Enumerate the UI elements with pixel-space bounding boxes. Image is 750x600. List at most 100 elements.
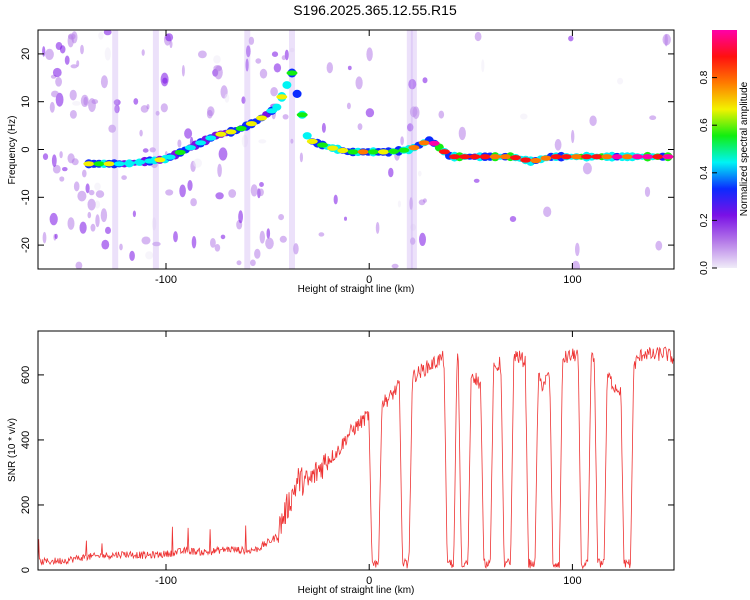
snr-y-label: SNR (10 * v/v) (7, 418, 18, 482)
spectrogram-ridge-core (235, 125, 247, 132)
spectrogram-speckle (344, 216, 347, 221)
spectrogram-speckle (55, 42, 63, 50)
spectrogram-speckle (100, 75, 108, 89)
spectrogram-speckle (388, 167, 394, 178)
spectrogram-speckle (259, 230, 265, 244)
spectrogram-speckle (146, 104, 150, 110)
spectrogram-speckle (73, 181, 80, 192)
spectrogram-ridge-core (418, 140, 430, 146)
spectrogram-ridge-halo (282, 81, 292, 89)
spectrogram-ridge-core (510, 155, 521, 161)
spectrogram-ridge-core (164, 154, 176, 160)
spectrogram-speckle (236, 260, 242, 266)
colorbar-gradient (712, 30, 737, 268)
spectrogram-speckle (119, 243, 123, 251)
spectrogram-speckle (79, 221, 87, 234)
spectrogram-speckle (87, 211, 92, 219)
spectrogram-speckle (55, 77, 62, 87)
spectrogram-speckle (408, 79, 417, 90)
colorbar-tick-label: 0.6 (699, 118, 710, 132)
spectrogram-speckle (100, 208, 108, 223)
spectrogram-speckle (69, 89, 77, 101)
spectrogram-speckle (575, 242, 580, 257)
spectrogram-speckle (241, 96, 246, 104)
spectrogram-speckle (88, 189, 95, 196)
spectrogram-ridge-core (479, 154, 491, 160)
spectrogram-speckle (270, 87, 278, 97)
spectrogram-speckle (95, 190, 105, 198)
spectrogram-ridge-core (367, 149, 379, 155)
spectrogram-smear (112, 30, 119, 269)
spectrogram-speckle (85, 183, 90, 194)
spectrogram-ridge-core (317, 142, 328, 148)
spectrogram-speckle (365, 108, 375, 118)
spectrogram-speckle (554, 139, 562, 151)
spectrogram-speckle (258, 139, 267, 144)
spectrogram-ridge-core (195, 140, 207, 146)
spectrogram-speckle (326, 62, 333, 74)
spectrogram-ridge-core (428, 140, 440, 146)
spectrogram-ridge-core (93, 161, 105, 167)
spectrogram-ridge-core (642, 154, 654, 160)
spectrogram-ridge-core (276, 94, 288, 100)
spectrogram-smear (244, 30, 251, 269)
spectrogram-ridge-core (154, 157, 166, 163)
spectrogram-speckle (346, 102, 351, 110)
spectrogram-speckle (94, 200, 101, 209)
spectrogram-speckle (391, 263, 399, 269)
spectrogram-speckle (473, 178, 480, 183)
spectrogram-speckle (321, 122, 326, 133)
spectrogram-ridge-core (296, 112, 308, 118)
spectrogram-ridge-core (408, 145, 420, 151)
spectrogram-speckle (51, 90, 59, 98)
spectrogram-ridge-halo (302, 132, 312, 140)
colorbar-tick-label: 0.2 (699, 213, 710, 227)
spectrogram-speckle (113, 99, 121, 106)
spectrogram-ridge-core (357, 149, 369, 155)
spectrogram-speckle (141, 49, 145, 56)
spectrogram-speckle (95, 214, 100, 228)
spectrogram-speckle (568, 35, 574, 42)
spectrogram-ridge-core (377, 149, 389, 155)
spectrogram-speckle (220, 234, 226, 240)
spectrogram-speckle (271, 51, 279, 57)
spectrogram-speckle (422, 77, 428, 84)
spectrogram-x-tick-label: 100 (563, 274, 581, 286)
spectrogram-speckle (278, 214, 284, 221)
spectrogram-speckle (213, 65, 222, 72)
spectrogram-speckle (419, 232, 426, 246)
spectrogram-speckle (191, 236, 197, 249)
spectrogram-speckle (173, 231, 178, 243)
spectrogram-ridge-core (205, 135, 217, 141)
spectrogram-ridge-core (611, 154, 623, 160)
snr-x-tick-label: -100 (155, 575, 177, 587)
spectrogram-speckle (133, 98, 139, 105)
spectrogram-speckle (184, 128, 193, 139)
spectrogram-ridge-core (469, 154, 481, 160)
spectrogram-speckle (481, 59, 485, 73)
spectrogram-speckle (82, 169, 87, 178)
spectrogram-speckle (215, 192, 224, 200)
spectrogram-speckle (45, 48, 54, 61)
spectrogram-speckle (259, 182, 264, 187)
spectrogram-speckle (98, 31, 104, 40)
spectrogram-speckle (145, 251, 154, 260)
spectrogram-y-tick-label: 0 (20, 146, 32, 152)
spectrogram-ridge-core (144, 158, 156, 164)
spectrogram-ridge-core (581, 154, 593, 160)
spectrogram-speckle (142, 148, 149, 153)
spectrogram-speckle (70, 64, 78, 69)
snr-series-line (38, 346, 674, 570)
colorbar-tick-label: 0.4 (699, 165, 710, 179)
spectrogram-y-tick-label: 20 (20, 48, 32, 60)
spectrogram-speckle (397, 200, 401, 208)
spectrogram-speckle (617, 77, 624, 85)
spectrogram-speckle (418, 170, 422, 177)
spectrogram-ridge-core (286, 70, 298, 76)
spectrogram-x-label: Height of straight line (km) (298, 284, 415, 295)
spectrogram-speckle (228, 189, 237, 198)
colorbar-label: Normalized spectral amplitude (739, 81, 750, 216)
snr-x-tick-label: 100 (563, 575, 581, 587)
